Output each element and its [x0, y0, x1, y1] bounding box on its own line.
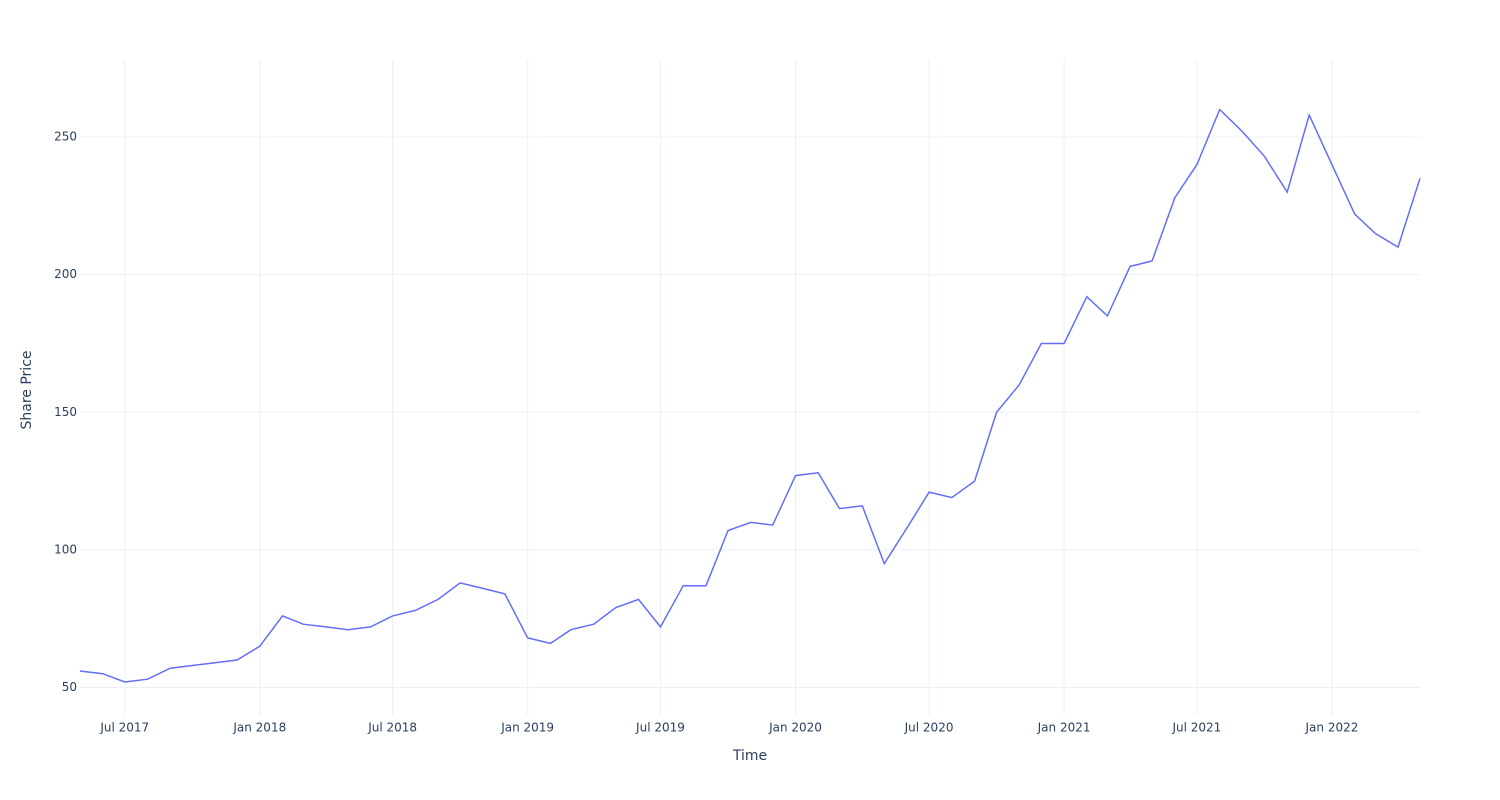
y-tick-label: 150 — [54, 405, 77, 419]
y-axis-label: Share Price — [19, 350, 35, 429]
y-tick-label: 100 — [54, 542, 77, 556]
x-tick-label: Jul 2020 — [904, 721, 954, 735]
x-tick-label: Jul 2021 — [1171, 721, 1221, 735]
x-axis-label: Time — [732, 748, 767, 764]
x-tick-label: Jan 2022 — [1305, 721, 1359, 735]
y-tick-label: 50 — [62, 680, 77, 694]
line-series — [79, 108, 1421, 683]
x-tick-label: Jan 2021 — [1037, 721, 1091, 735]
x-tick-label: Jul 2019 — [635, 721, 685, 735]
x-tick-label: Jan 2018 — [232, 721, 286, 735]
x-tick-label: Jul 2017 — [99, 721, 149, 735]
x-tick-label: Jan 2019 — [500, 721, 554, 735]
y-tick-label: 250 — [54, 130, 77, 144]
y-tick-label: 200 — [54, 267, 77, 281]
x-tick-label: Jan 2020 — [768, 721, 822, 735]
x-tick-label: Jul 2018 — [367, 721, 417, 735]
